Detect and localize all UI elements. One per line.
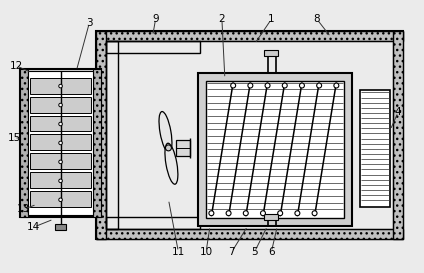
Circle shape — [59, 160, 62, 164]
Text: 5: 5 — [251, 247, 258, 257]
Bar — [265, 214, 278, 220]
Circle shape — [226, 211, 231, 216]
Bar — [30, 115, 91, 132]
Text: 10: 10 — [200, 247, 212, 257]
Text: 15: 15 — [7, 133, 21, 143]
Circle shape — [231, 83, 236, 88]
Circle shape — [260, 211, 265, 216]
Text: 2: 2 — [219, 14, 225, 24]
Text: 12: 12 — [9, 61, 22, 71]
Bar — [28, 71, 93, 215]
Circle shape — [59, 122, 62, 126]
Bar — [106, 41, 393, 229]
Bar — [106, 41, 200, 53]
Circle shape — [59, 198, 62, 201]
Text: 4: 4 — [395, 107, 402, 117]
Bar — [30, 172, 91, 188]
Bar — [96, 31, 106, 239]
Bar — [206, 81, 343, 218]
Bar — [106, 41, 118, 229]
Text: 11: 11 — [172, 247, 185, 257]
Bar — [30, 153, 91, 169]
Bar — [96, 229, 403, 239]
Bar — [265, 50, 278, 56]
Bar — [30, 78, 91, 94]
Ellipse shape — [165, 143, 178, 184]
Text: 13: 13 — [17, 204, 31, 214]
Circle shape — [59, 103, 62, 107]
Circle shape — [59, 84, 62, 88]
Bar — [20, 69, 28, 217]
Circle shape — [243, 211, 248, 216]
Bar — [93, 69, 101, 217]
Circle shape — [278, 211, 283, 216]
Bar — [106, 41, 393, 229]
Circle shape — [295, 211, 300, 216]
Circle shape — [248, 83, 253, 88]
Circle shape — [165, 145, 171, 151]
Circle shape — [282, 83, 287, 88]
Circle shape — [317, 83, 322, 88]
Text: 1: 1 — [268, 14, 275, 24]
Bar — [96, 31, 403, 41]
Circle shape — [265, 83, 270, 88]
Circle shape — [299, 83, 304, 88]
Bar — [198, 73, 351, 226]
Text: 7: 7 — [229, 247, 235, 257]
Text: 14: 14 — [27, 222, 40, 232]
Text: 3: 3 — [86, 18, 92, 28]
Circle shape — [209, 211, 214, 216]
Bar — [30, 97, 91, 112]
Bar — [393, 31, 403, 239]
Ellipse shape — [159, 112, 172, 153]
Bar — [55, 224, 67, 230]
Text: 8: 8 — [314, 14, 320, 24]
Bar — [106, 217, 200, 229]
Bar — [360, 90, 390, 207]
Bar — [96, 31, 403, 239]
Bar — [30, 134, 91, 150]
Circle shape — [334, 83, 339, 88]
Text: 9: 9 — [152, 14, 159, 24]
Bar — [176, 140, 190, 156]
Bar — [30, 191, 91, 207]
Circle shape — [312, 211, 317, 216]
Circle shape — [59, 179, 62, 183]
Text: 6: 6 — [268, 247, 275, 257]
Bar — [20, 69, 101, 217]
Circle shape — [59, 141, 62, 145]
